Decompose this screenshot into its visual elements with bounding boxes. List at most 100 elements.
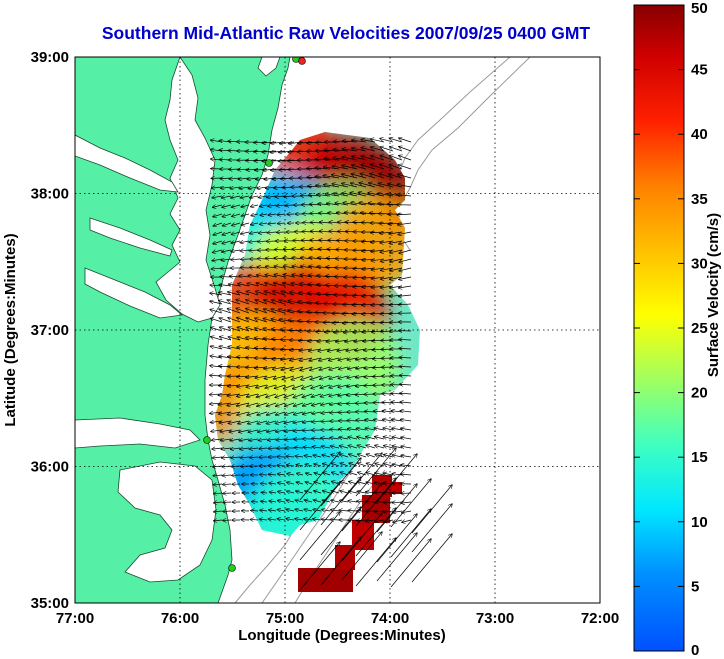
velocity-arrow [303, 421, 313, 423]
velocity-arrow [297, 473, 304, 475]
velocity-arrow [296, 482, 304, 484]
velocity-arrow [411, 534, 452, 583]
velocity-arrow [331, 500, 340, 502]
velocity-arrow [312, 403, 322, 405]
velocity-arrow [342, 183, 358, 188]
velocity-arrow [339, 437, 349, 439]
x-tick-label: 76:00 [161, 610, 199, 627]
velocity-arrow [312, 447, 322, 448]
velocity-arrow [358, 463, 367, 467]
velocity-arrow [358, 472, 367, 475]
velocity-arrow [213, 213, 223, 217]
velocity-arrow [277, 465, 286, 466]
velocity-arrow [411, 485, 452, 534]
pamlico-sound [117, 461, 217, 583]
velocity-arrow [312, 438, 322, 439]
velocity-arrow [358, 192, 376, 197]
velocity-arrow [278, 160, 295, 161]
velocity-arrow [210, 301, 223, 305]
velocity-arrow [261, 492, 268, 493]
velocity-arrow [321, 412, 331, 413]
velocity-arrow [390, 147, 403, 152]
velocity-arrow [231, 205, 241, 207]
velocity-arrow [330, 446, 340, 448]
velocity-arrow [251, 214, 259, 216]
velocity-arrow [355, 448, 396, 497]
velocity-arrow [355, 478, 396, 527]
velocity-arrow [352, 165, 367, 170]
velocity-arrow [258, 241, 268, 242]
velocity-arrow [321, 438, 331, 439]
velocity-arrow [261, 483, 268, 484]
velocity-arrow [299, 452, 340, 501]
velocity-arrow [269, 492, 277, 493]
velocity-arrow [348, 510, 358, 511]
velocity-arrow [255, 309, 268, 314]
velocity-arrow [400, 393, 412, 394]
velocity-arrow [375, 511, 385, 512]
velocity-arrow [213, 484, 223, 485]
velocity-arrow [314, 491, 322, 493]
velocity-arrow [223, 493, 232, 494]
velocity-arrow [303, 412, 313, 414]
velocity-arrow [351, 174, 367, 179]
chesapeake-bay [155, 57, 221, 323]
velocity-arrow [259, 448, 268, 449]
y-tick-label: 36:00 [31, 459, 69, 476]
velocity-arrow [255, 300, 268, 305]
velocity-arrow [361, 165, 376, 170]
velocity-arrow [322, 510, 331, 511]
velocity-arrow [371, 147, 385, 152]
velocity-arrow [389, 138, 403, 143]
velocity-arrow [411, 504, 452, 553]
velocity-arrow [219, 318, 232, 323]
velocity-arrow [366, 501, 376, 502]
velocity-arrow [331, 463, 340, 466]
velocity-vectors [210, 138, 452, 591]
velocity-arrow [214, 493, 223, 494]
velocity-arrow [306, 473, 313, 475]
albemarle-sound [75, 417, 201, 449]
velocity-arrow [293, 421, 304, 423]
radar-site-marker [203, 436, 211, 444]
velocity-arrow [287, 491, 295, 493]
velocity-arrow [236, 308, 250, 314]
velocity-arrow [296, 491, 304, 493]
velocity-arrow [232, 214, 241, 216]
velocity-arrow [348, 501, 358, 502]
velocity-arrow [370, 164, 385, 170]
velocity-arrow [399, 258, 412, 262]
velocity-arrow [390, 479, 431, 528]
velocity-arrow [397, 184, 412, 188]
velocity-arrow [330, 429, 340, 430]
velocity-arrow [323, 322, 340, 323]
y-axis-ticks: 39:00 38:00 37:00 36:00 35:00 [31, 49, 69, 612]
velocity-arrow [287, 474, 295, 475]
velocity-arrow [361, 156, 376, 161]
velocity-arrow [376, 533, 417, 582]
velocity-arrow [295, 519, 304, 520]
velocity-arrow [304, 500, 313, 502]
radar-sites [203, 57, 306, 572]
radar-site-marker [298, 57, 306, 65]
velocity-arrow [227, 300, 241, 305]
velocity-arrow [295, 500, 304, 502]
velocity-arrow [366, 463, 376, 466]
velocity-arrow [312, 421, 322, 422]
velocity-arrow [339, 429, 349, 430]
velocity-arrow [285, 439, 295, 440]
velocity-arrow [400, 375, 412, 376]
velocity-arrow [380, 155, 394, 161]
velocity-arrow [401, 419, 412, 421]
velocity-arrow [355, 508, 396, 557]
york-james-river [84, 267, 183, 319]
velocity-arrow [349, 463, 358, 467]
velocity-arrow [370, 139, 385, 143]
velocity-arrow [384, 511, 394, 512]
velocity-arrow [286, 509, 295, 511]
velocity-arrow [223, 511, 232, 512]
velocity-arrow [366, 445, 376, 448]
velocity-arrow [239, 439, 250, 441]
velocity-arrow [221, 268, 232, 269]
